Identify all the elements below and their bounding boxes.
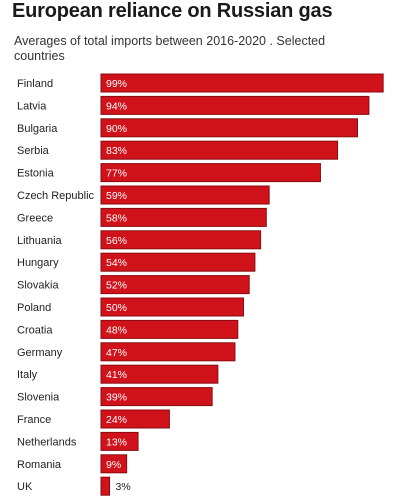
bar-row-hungary: Hungary 54% (17, 252, 256, 272)
value-label: 24% (106, 414, 127, 426)
bar (100, 297, 244, 317)
bar-row-serbia: Serbia 83% (17, 140, 339, 160)
bar (100, 387, 213, 407)
category-label: Serbia (17, 145, 50, 157)
category-label: France (17, 414, 51, 426)
category-label: Netherlands (17, 436, 77, 448)
bar-row-germany: Germany 47% (17, 342, 236, 362)
bar (100, 454, 128, 474)
category-label: Latvia (17, 100, 47, 112)
bar-row-netherlands: Netherlands 13% (17, 431, 139, 451)
bar-row-bulgaria: Bulgaria 90% (17, 118, 358, 138)
bar (100, 207, 267, 227)
bar-row-estonia: Estonia 77% (17, 163, 321, 183)
value-label: 94% (106, 100, 127, 112)
value-label: 39% (106, 392, 127, 404)
category-label: Finland (17, 78, 53, 90)
value-label: 13% (106, 436, 127, 448)
value-label: 9% (106, 459, 121, 471)
bar (100, 95, 370, 115)
category-label: Poland (17, 302, 51, 314)
category-label: Slovenia (17, 392, 60, 404)
bar (100, 230, 262, 250)
bar-row-uk: UK 3% (17, 476, 131, 496)
bar-row-czech-republic: Czech Republic 59% (17, 185, 270, 205)
bar-row-slovenia: Slovenia 39% (17, 387, 213, 407)
value-label: 50% (106, 302, 127, 314)
bar-row-slovakia: Slovakia 52% (17, 275, 250, 295)
value-label: 41% (106, 369, 127, 381)
bar (100, 163, 321, 183)
chart-subtitle: Averages of total imports between 2016-2… (14, 34, 326, 63)
value-label: 59% (106, 190, 127, 202)
bar-row-croatia: Croatia 48% (17, 319, 239, 339)
bar-row-greece: Greece 58% (17, 207, 267, 227)
value-label: 83% (106, 145, 127, 157)
value-label: 77% (106, 168, 127, 180)
bar (100, 342, 236, 362)
bar-row-romania: Romania 9% (17, 454, 128, 474)
category-label: Greece (17, 212, 53, 224)
category-label: Bulgaria (17, 123, 58, 135)
chart-title: European reliance on Russian gas (12, 0, 333, 22)
value-label: 58% (106, 212, 127, 224)
category-label: Estonia (17, 168, 55, 180)
bar (100, 409, 170, 429)
bar (100, 73, 384, 93)
bar (100, 118, 358, 138)
value-label: 54% (106, 257, 127, 269)
bar (100, 185, 270, 205)
value-label: 47% (106, 347, 127, 359)
category-label: Hungary (17, 257, 59, 269)
bar-row-latvia: Latvia 94% (17, 95, 370, 115)
value-label: 3% (116, 481, 131, 493)
value-label: 56% (106, 235, 127, 247)
category-label: Slovakia (17, 280, 59, 292)
bar (100, 364, 219, 384)
bar-row-france: France 24% (17, 409, 170, 429)
bar-row-finland: Finland 99% (17, 73, 384, 93)
category-label: Germany (17, 347, 63, 359)
category-label: Czech Republic (17, 190, 95, 202)
value-label: 99% (106, 78, 127, 90)
bar-row-italy: Italy 41% (17, 364, 219, 384)
value-label: 52% (106, 280, 127, 292)
bar (100, 431, 139, 451)
value-label: 90% (106, 123, 127, 135)
bar-row-poland: Poland 50% (17, 297, 244, 317)
bar-row-lithuania: Lithuania 56% (17, 230, 262, 250)
category-label: Croatia (17, 324, 53, 336)
bar (100, 252, 256, 272)
category-label: Italy (17, 369, 38, 381)
category-label: UK (17, 481, 33, 493)
bar (100, 476, 111, 496)
bar (100, 140, 339, 160)
value-label: 48% (106, 324, 127, 336)
bar (100, 275, 250, 295)
bar (100, 319, 239, 339)
category-label: Romania (17, 459, 62, 471)
category-label: Lithuania (17, 235, 63, 247)
